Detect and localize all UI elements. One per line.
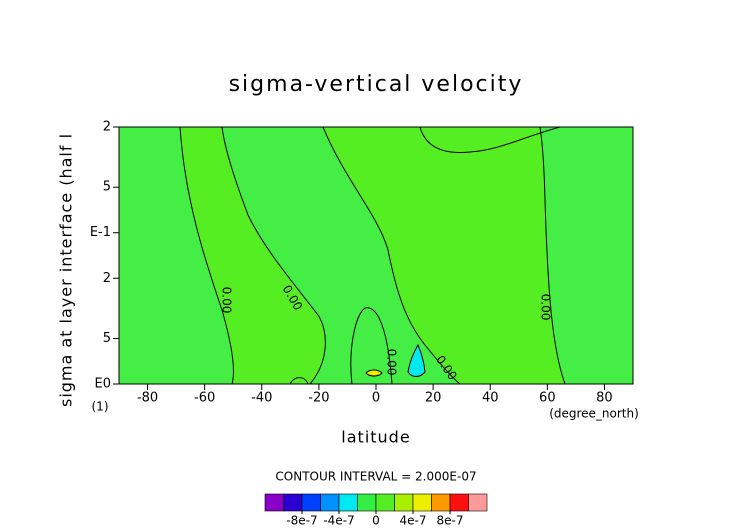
colorbar-tick-label: 8e-7 (437, 514, 464, 528)
contour-line (539, 126, 566, 385)
y-axis-label: sigma at layer interface (half l (57, 133, 76, 407)
colorbar-box (357, 493, 377, 512)
colorbar-box (375, 493, 395, 512)
colorbar-box (301, 493, 321, 512)
colorbar-box (431, 493, 451, 512)
contour-line (221, 126, 326, 385)
colorbar-box (338, 493, 358, 512)
x-tick-label: 0 (372, 391, 380, 406)
contour-label: 0.00 (385, 349, 399, 376)
contour-line (322, 126, 461, 385)
colorbar-tick-label: 4e-7 (400, 514, 427, 528)
x-tick-label: 40 (482, 391, 499, 406)
x-tick-label: 60 (539, 391, 556, 406)
colorbar-tick-label: 0 (372, 514, 380, 528)
contour-label: 0.00 (539, 294, 553, 321)
contour-field (119, 126, 633, 385)
y-tick-label: E-1 (90, 225, 111, 240)
x-tick-label: -20 (308, 391, 329, 406)
contour-line (179, 126, 235, 385)
colorbar-tick-label: -4e-7 (323, 514, 354, 528)
x-tick-label: 20 (425, 391, 442, 406)
colorbar-tick-label: -8e-7 (286, 514, 317, 528)
contour-interval: CONTOUR INTERVAL = 2.000E-07 (275, 470, 476, 484)
contour-line (350, 307, 393, 385)
y-tick-label: 5 (103, 331, 111, 346)
y-tick-label: E0 (95, 377, 112, 392)
y-tick-label: 5 (103, 180, 111, 195)
field-region (323, 127, 565, 384)
x-tick-label: -40 (251, 391, 272, 406)
x-tick-label: -60 (194, 391, 215, 406)
contour-label: 0.00 (220, 287, 234, 314)
colorbar-box (468, 493, 488, 512)
chart-title: sigma-vertical velocity (229, 72, 524, 97)
x-tick-label: -80 (137, 391, 158, 406)
x-axis-unit: (degree_north) (549, 407, 639, 421)
colorbar-box (412, 493, 432, 512)
colorbar-box (264, 493, 284, 512)
y-axis-unit: (1) (92, 400, 109, 414)
y-tick-label: 2 (103, 271, 111, 286)
x-axis-label: latitude (341, 428, 410, 447)
colorbar-box (320, 493, 340, 512)
x-tick-label: 80 (596, 391, 613, 406)
contour-line (407, 343, 426, 377)
field-region (180, 127, 326, 384)
field-region (366, 370, 382, 376)
contour-line (365, 369, 383, 377)
colorbar-box (394, 493, 414, 512)
contour-line (419, 126, 561, 154)
colorbar-box (283, 493, 303, 512)
contour-line (289, 377, 309, 385)
y-tick-label: 2 (103, 120, 111, 135)
colorbar-box (449, 493, 469, 512)
